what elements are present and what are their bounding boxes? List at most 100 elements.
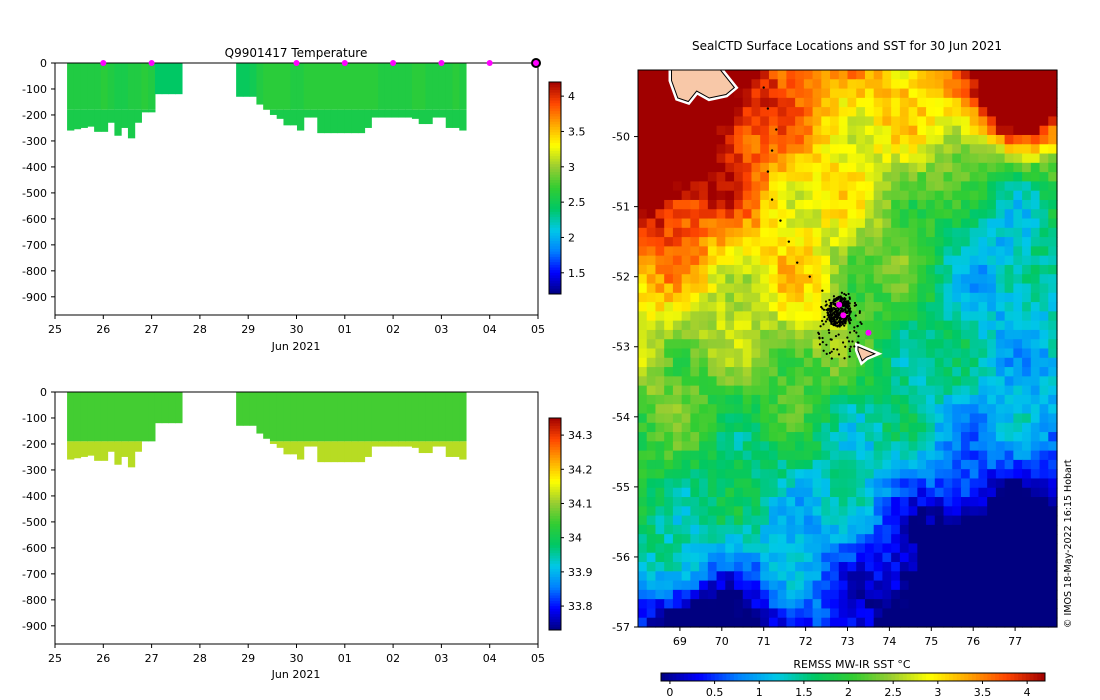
x-tick-label: 02	[386, 323, 400, 336]
sst-cell	[926, 264, 936, 275]
sst-cell	[795, 469, 805, 480]
sst-cell	[1004, 237, 1014, 247]
seal-surface-location	[824, 304, 827, 307]
sst-cell	[707, 534, 718, 545]
sst-cell	[803, 404, 814, 415]
sst-cell	[838, 450, 849, 461]
sst-cell	[1013, 209, 1023, 220]
sst-cell	[952, 394, 962, 405]
sst-cell	[847, 348, 857, 359]
sst-cell	[707, 311, 718, 322]
sst-cell	[882, 497, 892, 507]
sst-cell	[856, 534, 866, 545]
sst-cell	[716, 394, 726, 405]
sst-cell	[655, 589, 665, 600]
sst-cell	[847, 562, 857, 572]
sst-cell	[716, 218, 726, 229]
sst-cell	[873, 97, 884, 108]
sst-cell	[934, 552, 945, 563]
sst-cell	[926, 274, 936, 285]
profile-cell	[67, 392, 75, 442]
sst-cell	[908, 348, 918, 359]
profile-cell	[384, 392, 393, 442]
sst-cell	[830, 107, 840, 118]
profile-deep-cell	[344, 441, 352, 463]
colorbar-segment	[549, 587, 561, 591]
profile-cell	[317, 63, 325, 110]
sst-cell	[952, 88, 962, 99]
sst-cell	[672, 599, 683, 610]
sst-cell	[751, 376, 761, 387]
sst-cell	[987, 199, 997, 210]
sst-cell	[830, 134, 840, 145]
sst-cell	[803, 190, 814, 201]
sst-cell	[1013, 497, 1023, 507]
sst-cell	[864, 524, 875, 535]
sst-colorbar-segment	[995, 673, 1000, 681]
sst-cell	[725, 552, 735, 563]
sst-cell	[952, 422, 962, 433]
sst-cell	[734, 264, 744, 275]
sst-cell	[638, 329, 648, 340]
temperature-section-plot: Q9901417 Temperature 0-100-200-300-400-5…	[22, 46, 585, 353]
sst-cell	[934, 199, 945, 210]
sst-cell	[742, 320, 753, 331]
sst-cell	[664, 292, 674, 303]
sst-cell	[978, 367, 988, 377]
sst-cell	[768, 497, 779, 507]
sst-cell	[795, 302, 805, 312]
profile-cell	[168, 63, 176, 95]
sst-cell	[1013, 348, 1023, 359]
sst-cell	[795, 534, 805, 545]
sst-cell	[690, 199, 700, 210]
sst-cell	[664, 506, 674, 517]
sst-cell	[1048, 617, 1058, 628]
sst-cell	[725, 144, 735, 155]
sst-cell	[978, 385, 988, 396]
sst-cell	[908, 209, 918, 220]
sst-cell	[786, 227, 796, 238]
sst-cell	[908, 302, 918, 312]
sst-cell	[926, 422, 936, 433]
sst-cell	[934, 459, 945, 470]
sst-cell	[995, 441, 1006, 452]
sst-cell	[821, 97, 831, 108]
sst-cell	[812, 617, 822, 628]
sst-cell	[847, 292, 857, 303]
sst-cell	[699, 144, 709, 155]
seal-surface-location	[848, 331, 852, 334]
sst-cell	[638, 190, 648, 201]
sst-cell	[926, 172, 936, 182]
profile-cell	[154, 392, 163, 424]
profile-cell	[351, 63, 359, 110]
profile-cell	[283, 392, 291, 442]
sst-cell	[760, 413, 770, 424]
sst-cell	[908, 543, 918, 554]
sst-cell	[638, 199, 648, 210]
sst-cell	[847, 413, 857, 424]
sst-cell	[742, 162, 753, 173]
sst-cell	[768, 107, 779, 118]
sst-cell	[934, 255, 945, 266]
sst-cell	[646, 534, 657, 545]
sst-cell	[1030, 264, 1041, 275]
sst-cell	[734, 107, 744, 118]
sst-cell	[716, 367, 726, 377]
sst-cell	[952, 162, 962, 173]
sst-cell	[830, 283, 840, 294]
sst-cell	[803, 357, 814, 368]
sst-cell	[856, 283, 866, 294]
sst-cell	[943, 562, 953, 572]
sst-cell	[690, 534, 700, 545]
sst-cell	[795, 552, 805, 563]
sst-cell	[655, 404, 665, 415]
sst-cell	[908, 524, 918, 535]
colorbar-segment	[549, 447, 561, 451]
sst-cell	[995, 181, 1006, 192]
seal-surface-location	[820, 305, 823, 309]
sst-cell	[856, 97, 866, 108]
sst-colorbar-segment	[691, 673, 697, 681]
sst-cell	[917, 144, 927, 155]
sst-cell	[716, 469, 726, 480]
sst-cell	[995, 292, 1006, 303]
